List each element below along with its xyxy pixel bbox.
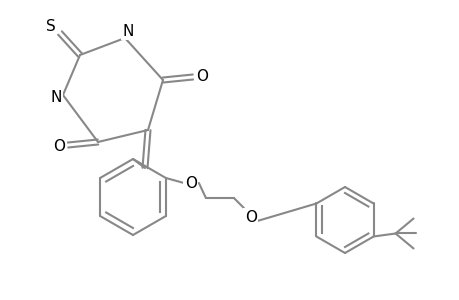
- Text: O: O: [196, 68, 207, 83]
- Text: N: N: [122, 23, 134, 38]
- Text: O: O: [244, 209, 256, 224]
- Text: S: S: [46, 19, 56, 34]
- Text: N: N: [50, 89, 62, 104]
- Text: O: O: [53, 139, 65, 154]
- Text: O: O: [185, 176, 196, 191]
